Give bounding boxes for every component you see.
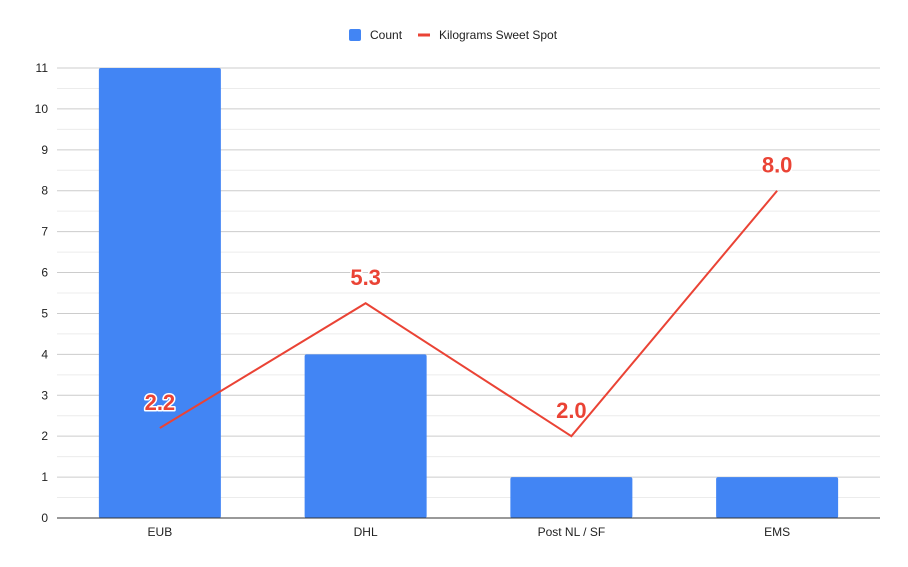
x-axis-tick-labels: EUB DHL Post NL / SF EMS <box>148 525 791 539</box>
y-tick-label: 8 <box>41 184 48 198</box>
bar-ems <box>716 477 839 518</box>
legend-swatch-count <box>349 29 361 41</box>
line-series-kilograms-sweet-spot <box>159 190 778 438</box>
y-axis-tick-labels: 0 1 2 3 4 5 6 7 8 9 10 11 <box>35 61 49 525</box>
y-tick-label: 5 <box>41 306 48 320</box>
bar-post-nl-sf <box>510 477 633 518</box>
y-tick-label: 7 <box>41 225 48 239</box>
legend-label-kilograms-sweet-spot: Kilograms Sweet Spot <box>439 28 558 42</box>
x-tick-label: EMS <box>764 525 790 539</box>
line-data-labels: 2.2 5.3 2.0 8.0 <box>143 151 794 424</box>
bar-eub <box>98 68 221 518</box>
series-line <box>159 190 778 438</box>
bar-series-count <box>98 68 839 518</box>
x-tick-label: Post NL / SF <box>538 525 606 539</box>
legend: Count Kilograms Sweet Spot <box>349 28 558 42</box>
data-label: 8.0 <box>762 153 793 178</box>
data-label: 2.0 <box>556 398 587 423</box>
y-tick-label: 3 <box>41 388 48 402</box>
y-tick-label: 4 <box>41 347 48 361</box>
y-tick-label: 11 <box>36 61 49 75</box>
y-tick-label: 9 <box>41 143 48 157</box>
y-tick-label: 0 <box>41 511 48 525</box>
legend-label-count: Count <box>370 28 403 42</box>
x-tick-label: EUB <box>148 525 173 539</box>
data-label: 5.3 <box>350 265 381 290</box>
x-tick-label: DHL <box>354 525 378 539</box>
y-tick-label: 6 <box>41 266 48 280</box>
data-label: 2.2 <box>145 390 176 415</box>
y-tick-label: 2 <box>41 429 48 443</box>
y-tick-label: 10 <box>35 102 49 116</box>
bar-dhl <box>304 354 427 518</box>
y-tick-label: 1 <box>41 470 48 484</box>
